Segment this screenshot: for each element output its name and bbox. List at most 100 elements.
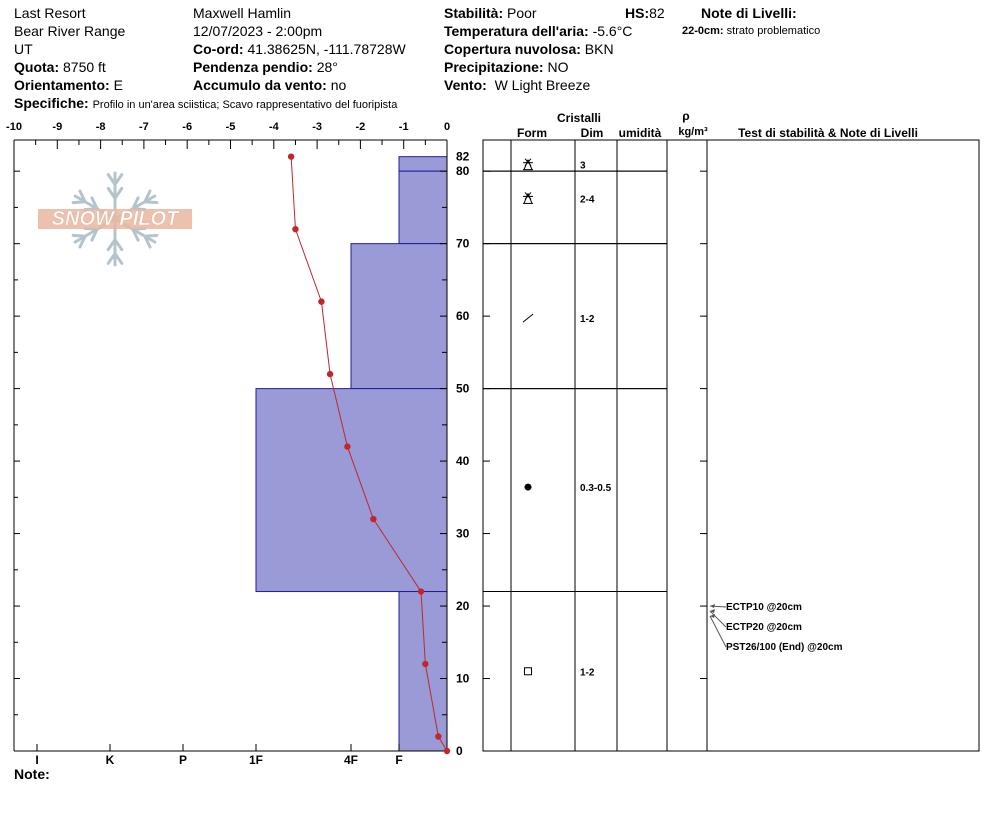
header-col1: Last Resort Bear River Range UT Quota: 8…	[14, 4, 125, 94]
height-tick-label: 60	[456, 309, 470, 323]
range: Bear River Range	[14, 23, 126, 39]
snowflake-branch	[106, 238, 117, 252]
temp-tick-label: -10	[6, 121, 22, 133]
layer-size: 1-2	[580, 314, 595, 325]
snowflake-branch	[106, 173, 117, 186]
hardness-layers	[255, 156, 448, 752]
temp-point	[287, 153, 295, 160]
layer-size: 0.3-0.5	[580, 483, 612, 494]
col-density-unit: kg/m³	[678, 126, 708, 138]
wind-label: Vento:	[444, 77, 487, 93]
precip-value: NO	[547, 59, 569, 75]
new-snow-icon	[523, 192, 533, 204]
temp-tick-label: -8	[96, 121, 106, 133]
height-tick-label: 0	[456, 744, 463, 758]
height-tick-label: 30	[456, 527, 470, 541]
elevation-value: 8750 ft	[63, 59, 106, 75]
snowflake-branch	[131, 196, 140, 211]
temp-point	[326, 370, 334, 378]
stability-label: Stabilità:	[444, 5, 504, 21]
aspect-label: Orientamento:	[14, 77, 110, 93]
snowflake-branch	[143, 234, 152, 249]
layer-note-depth: 22-0cm:	[682, 25, 724, 37]
precip-label: Precipitazione:	[444, 59, 544, 75]
specifics-label: Specifiche:	[14, 95, 89, 111]
test-leader	[709, 610, 727, 628]
stability-row: Stabilità: Poor	[444, 4, 632, 22]
wind-loading-value: no	[330, 77, 347, 93]
glyph-square	[524, 667, 532, 676]
cloud-label: Copertura nuvolosa:	[444, 41, 581, 57]
snowflake-branch	[113, 173, 124, 186]
test-label: PST26/100 (End) @20cm	[726, 642, 843, 653]
specifics-row: Specifiche: Profilo in un'area sciistica…	[14, 94, 397, 114]
temp-point	[344, 443, 351, 450]
temp-point	[443, 747, 451, 755]
hardness-label: P	[179, 753, 187, 767]
col-size: Dim	[581, 126, 604, 140]
snowflake-branch	[71, 200, 87, 205]
temp-tick-label: -6	[182, 121, 192, 133]
temp-tick-label: -2	[356, 121, 366, 133]
test-arrowhead	[710, 609, 715, 614]
header-col3: Stabilità: Poor Temperatura dell'aria: -…	[444, 4, 632, 94]
snowflake-branch	[90, 196, 99, 211]
elevation-row: Quota: 8750 ft	[14, 58, 125, 76]
temp-tick-label: -3	[312, 121, 322, 133]
snowflake-branch	[90, 227, 99, 242]
layer-size: 1-2	[580, 667, 595, 678]
height-top-label: 82	[456, 150, 470, 164]
coords-label: Co-ord:	[193, 41, 244, 57]
snowflake-branch	[113, 252, 124, 265]
temp-point	[292, 225, 299, 233]
test-label: ECTP20 @20cm	[726, 622, 802, 633]
air-temp-row: Temperatura dell'aria: -5.6°C	[444, 22, 632, 40]
stability-tests: ECTP10 @20cm ECTP20 @20cm PST26/100 (End) …	[709, 602, 843, 653]
temp-point	[318, 298, 325, 305]
temp-point	[435, 733, 442, 740]
hardness-layer	[350, 243, 448, 390]
state: UT	[14, 41, 33, 57]
hardness-layer	[398, 170, 448, 245]
hardness-layer	[255, 388, 448, 593]
table-border	[482, 139, 980, 752]
snowpilot-logo: SNOW PILOT	[38, 171, 192, 267]
specifics-value: Profilo in un'area sciistica; Scavo rapp…	[92, 99, 398, 111]
snowflake-branch	[131, 227, 140, 242]
test-arrowhead	[710, 614, 715, 619]
hs-row: HS:82	[625, 4, 665, 22]
glyph-slash	[522, 313, 534, 323]
hardness-label: 1F	[249, 753, 263, 767]
col-tests: Test di stabilità & Note di Livelli	[738, 126, 918, 140]
col-density-symbol: ρ	[682, 109, 689, 123]
wind-loading-label: Accumulo da vento:	[193, 77, 327, 93]
temp-tick-label: 0	[444, 121, 450, 133]
temp-tick-label: -5	[226, 121, 236, 133]
col-moisture: umidità	[619, 126, 662, 140]
layer-size: 3	[580, 161, 586, 172]
height-tick-label: 40	[456, 454, 470, 468]
temp-point	[370, 515, 377, 523]
slope-label: Pendenza pendio:	[193, 59, 313, 75]
wind-loading-row: Accumulo da vento: no	[193, 76, 406, 94]
hardness-layer	[398, 156, 448, 172]
air-temp-value: -5.6°C	[592, 23, 633, 39]
temp-tick-label: -9	[52, 121, 62, 133]
snowflake-branch	[143, 200, 159, 205]
snowflake-branch	[78, 234, 87, 249]
precip-row: Precipitazione: NO	[444, 58, 632, 76]
decomposing-icon	[522, 313, 534, 323]
aspect-row: Orientamento: E	[14, 76, 125, 94]
observer: Maxwell Hamlin	[193, 5, 292, 21]
test-arrowhead	[710, 604, 715, 609]
temperature-profile	[287, 153, 451, 755]
elevation-label: Quota:	[14, 59, 60, 75]
coords-value: 41.38625N, -111.78728W	[247, 41, 406, 57]
hardness-label: K	[106, 753, 115, 767]
slope-row: Pendenza pendio: 28°	[193, 58, 406, 76]
layer-notes-title: Note di Livelli:	[701, 5, 797, 21]
stability-value: Poor	[507, 5, 537, 21]
temp-tick-label: -4	[269, 121, 280, 133]
snowflake-branch	[106, 186, 117, 200]
